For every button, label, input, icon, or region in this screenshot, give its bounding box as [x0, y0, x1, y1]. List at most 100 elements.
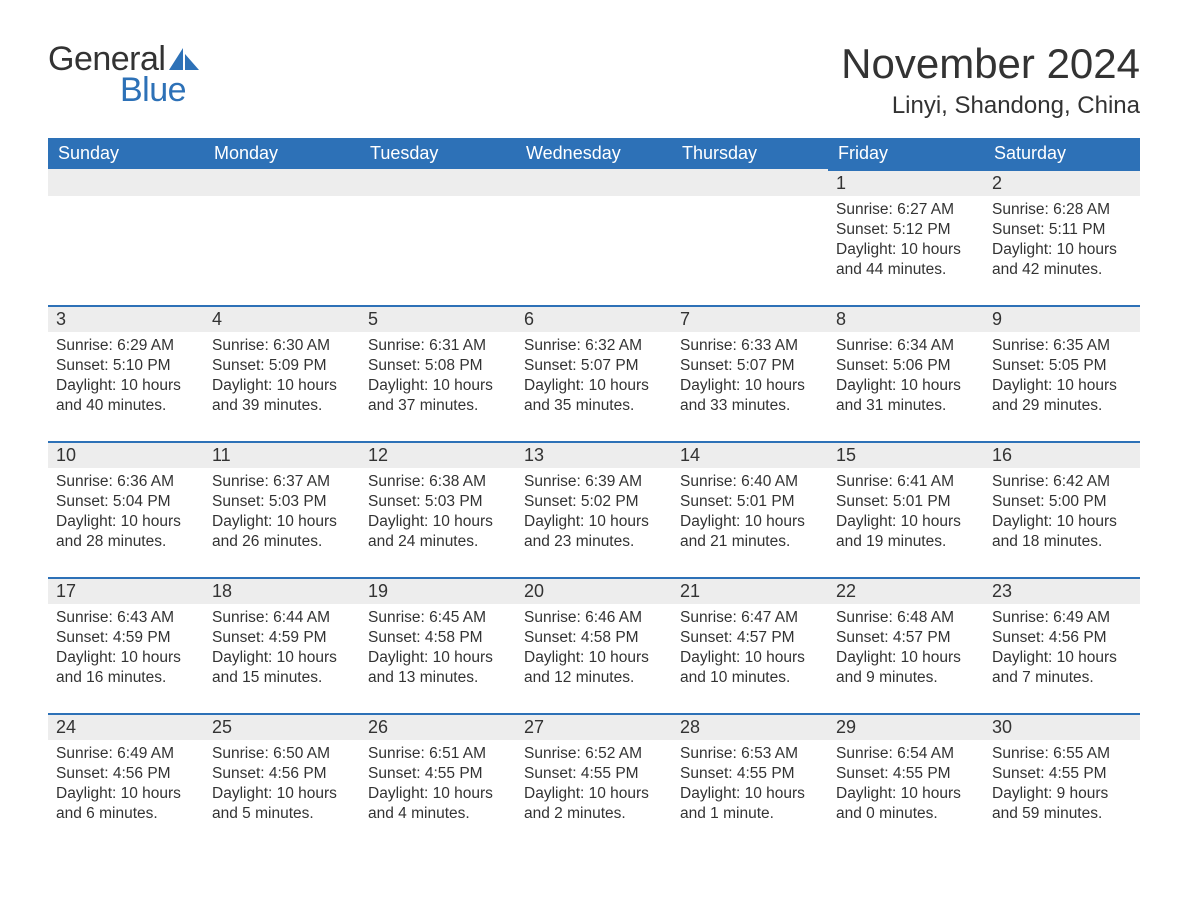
sunset-text: Sunset: 4:55 PM — [524, 764, 664, 784]
sunrise-text: Sunrise: 6:40 AM — [680, 472, 820, 492]
day-cell: 29Sunrise: 6:54 AMSunset: 4:55 PMDayligh… — [828, 713, 984, 833]
sunrise-text: Sunrise: 6:27 AM — [836, 200, 976, 220]
day-number: 27 — [516, 713, 672, 740]
sunset-text: Sunset: 5:02 PM — [524, 492, 664, 512]
day-header-cell: Saturday — [984, 138, 1140, 169]
daylight-text: Daylight: 10 hours and 0 minutes. — [836, 784, 976, 824]
day-number: 30 — [984, 713, 1140, 740]
day-details: Sunrise: 6:49 AMSunset: 4:56 PMDaylight:… — [48, 740, 204, 833]
sunset-text: Sunset: 5:01 PM — [836, 492, 976, 512]
daylight-text: Daylight: 10 hours and 37 minutes. — [368, 376, 508, 416]
sunrise-text: Sunrise: 6:30 AM — [212, 336, 352, 356]
week-row: 10Sunrise: 6:36 AMSunset: 5:04 PMDayligh… — [48, 441, 1140, 561]
day-number: 13 — [516, 441, 672, 468]
daylight-text: Daylight: 10 hours and 19 minutes. — [836, 512, 976, 552]
day-cell: 21Sunrise: 6:47 AMSunset: 4:57 PMDayligh… — [672, 577, 828, 697]
day-cell: 18Sunrise: 6:44 AMSunset: 4:59 PMDayligh… — [204, 577, 360, 697]
day-details: Sunrise: 6:32 AMSunset: 5:07 PMDaylight:… — [516, 332, 672, 425]
day-cell: 14Sunrise: 6:40 AMSunset: 5:01 PMDayligh… — [672, 441, 828, 561]
day-cell: 27Sunrise: 6:52 AMSunset: 4:55 PMDayligh… — [516, 713, 672, 833]
day-cell: 10Sunrise: 6:36 AMSunset: 5:04 PMDayligh… — [48, 441, 204, 561]
sunrise-text: Sunrise: 6:55 AM — [992, 744, 1132, 764]
day-cell: 8Sunrise: 6:34 AMSunset: 5:06 PMDaylight… — [828, 305, 984, 425]
day-number: 2 — [984, 169, 1140, 196]
sunset-text: Sunset: 4:57 PM — [836, 628, 976, 648]
calendar: SundayMondayTuesdayWednesdayThursdayFrid… — [48, 138, 1140, 833]
day-details: Sunrise: 6:45 AMSunset: 4:58 PMDaylight:… — [360, 604, 516, 697]
day-details: Sunrise: 6:46 AMSunset: 4:58 PMDaylight:… — [516, 604, 672, 697]
daylight-text: Daylight: 9 hours and 59 minutes. — [992, 784, 1132, 824]
day-cell — [204, 169, 360, 289]
sunset-text: Sunset: 4:56 PM — [212, 764, 352, 784]
day-cell: 20Sunrise: 6:46 AMSunset: 4:58 PMDayligh… — [516, 577, 672, 697]
daylight-text: Daylight: 10 hours and 26 minutes. — [212, 512, 352, 552]
page-header: General Blue November 2024 Linyi, Shando… — [48, 40, 1140, 120]
day-details: Sunrise: 6:27 AMSunset: 5:12 PMDaylight:… — [828, 196, 984, 289]
day-details: Sunrise: 6:47 AMSunset: 4:57 PMDaylight:… — [672, 604, 828, 697]
day-cell: 7Sunrise: 6:33 AMSunset: 5:07 PMDaylight… — [672, 305, 828, 425]
day-cell: 1Sunrise: 6:27 AMSunset: 5:12 PMDaylight… — [828, 169, 984, 289]
day-cell: 24Sunrise: 6:49 AMSunset: 4:56 PMDayligh… — [48, 713, 204, 833]
sunrise-text: Sunrise: 6:48 AM — [836, 608, 976, 628]
day-number: 26 — [360, 713, 516, 740]
sunset-text: Sunset: 5:06 PM — [836, 356, 976, 376]
day-details: Sunrise: 6:42 AMSunset: 5:00 PMDaylight:… — [984, 468, 1140, 561]
day-cell: 12Sunrise: 6:38 AMSunset: 5:03 PMDayligh… — [360, 441, 516, 561]
sunrise-text: Sunrise: 6:32 AM — [524, 336, 664, 356]
day-details: Sunrise: 6:40 AMSunset: 5:01 PMDaylight:… — [672, 468, 828, 561]
week-row: 17Sunrise: 6:43 AMSunset: 4:59 PMDayligh… — [48, 577, 1140, 697]
day-number: 15 — [828, 441, 984, 468]
sunrise-text: Sunrise: 6:36 AM — [56, 472, 196, 492]
sunrise-text: Sunrise: 6:41 AM — [836, 472, 976, 492]
daylight-text: Daylight: 10 hours and 35 minutes. — [524, 376, 664, 416]
daylight-text: Daylight: 10 hours and 7 minutes. — [992, 648, 1132, 688]
day-cell: 25Sunrise: 6:50 AMSunset: 4:56 PMDayligh… — [204, 713, 360, 833]
sunset-text: Sunset: 5:03 PM — [212, 492, 352, 512]
day-number: 20 — [516, 577, 672, 604]
day-number: 7 — [672, 305, 828, 332]
day-details: Sunrise: 6:36 AMSunset: 5:04 PMDaylight:… — [48, 468, 204, 561]
sunset-text: Sunset: 5:08 PM — [368, 356, 508, 376]
day-details: Sunrise: 6:39 AMSunset: 5:02 PMDaylight:… — [516, 468, 672, 561]
sunrise-text: Sunrise: 6:29 AM — [56, 336, 196, 356]
daylight-text: Daylight: 10 hours and 39 minutes. — [212, 376, 352, 416]
day-number: 14 — [672, 441, 828, 468]
sunrise-text: Sunrise: 6:54 AM — [836, 744, 976, 764]
day-number: 12 — [360, 441, 516, 468]
daylight-text: Daylight: 10 hours and 31 minutes. — [836, 376, 976, 416]
week-row: 3Sunrise: 6:29 AMSunset: 5:10 PMDaylight… — [48, 305, 1140, 425]
sunset-text: Sunset: 4:57 PM — [680, 628, 820, 648]
day-number: 18 — [204, 577, 360, 604]
day-cell: 5Sunrise: 6:31 AMSunset: 5:08 PMDaylight… — [360, 305, 516, 425]
daylight-text: Daylight: 10 hours and 42 minutes. — [992, 240, 1132, 280]
day-cell: 11Sunrise: 6:37 AMSunset: 5:03 PMDayligh… — [204, 441, 360, 561]
day-number: 1 — [828, 169, 984, 196]
daylight-text: Daylight: 10 hours and 29 minutes. — [992, 376, 1132, 416]
day-cell — [516, 169, 672, 289]
sunset-text: Sunset: 4:56 PM — [56, 764, 196, 784]
day-cell: 26Sunrise: 6:51 AMSunset: 4:55 PMDayligh… — [360, 713, 516, 833]
sunrise-text: Sunrise: 6:53 AM — [680, 744, 820, 764]
day-details: Sunrise: 6:37 AMSunset: 5:03 PMDaylight:… — [204, 468, 360, 561]
sunrise-text: Sunrise: 6:38 AM — [368, 472, 508, 492]
sunset-text: Sunset: 5:12 PM — [836, 220, 976, 240]
day-details: Sunrise: 6:52 AMSunset: 4:55 PMDaylight:… — [516, 740, 672, 833]
day-details: Sunrise: 6:44 AMSunset: 4:59 PMDaylight:… — [204, 604, 360, 697]
daylight-text: Daylight: 10 hours and 2 minutes. — [524, 784, 664, 824]
day-details: Sunrise: 6:55 AMSunset: 4:55 PMDaylight:… — [984, 740, 1140, 833]
day-number: 10 — [48, 441, 204, 468]
day-details: Sunrise: 6:43 AMSunset: 4:59 PMDaylight:… — [48, 604, 204, 697]
sunrise-text: Sunrise: 6:37 AM — [212, 472, 352, 492]
daylight-text: Daylight: 10 hours and 1 minute. — [680, 784, 820, 824]
sunrise-text: Sunrise: 6:42 AM — [992, 472, 1132, 492]
daylight-text: Daylight: 10 hours and 10 minutes. — [680, 648, 820, 688]
sunset-text: Sunset: 4:55 PM — [368, 764, 508, 784]
day-number: 25 — [204, 713, 360, 740]
sunset-text: Sunset: 5:07 PM — [524, 356, 664, 376]
sunset-text: Sunset: 5:01 PM — [680, 492, 820, 512]
day-number — [204, 169, 360, 196]
day-number: 16 — [984, 441, 1140, 468]
sunset-text: Sunset: 4:56 PM — [992, 628, 1132, 648]
day-number: 5 — [360, 305, 516, 332]
day-details: Sunrise: 6:35 AMSunset: 5:05 PMDaylight:… — [984, 332, 1140, 425]
